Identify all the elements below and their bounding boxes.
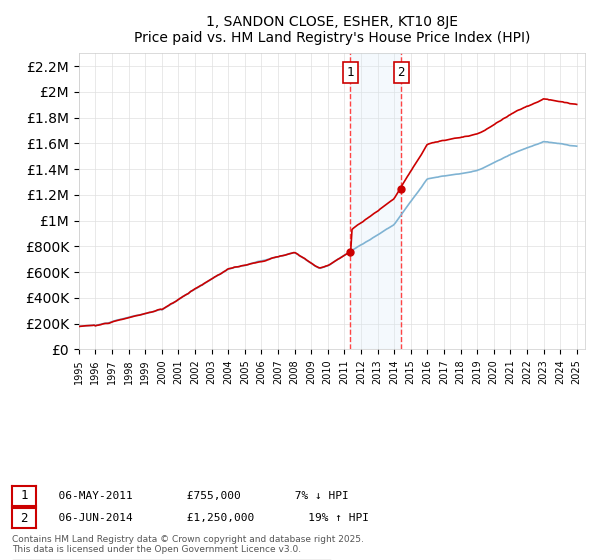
Text: 06-MAY-2011        £755,000        7% ↓ HPI: 06-MAY-2011 £755,000 7% ↓ HPI [45,491,349,501]
Text: 2: 2 [20,511,28,525]
Text: 2: 2 [397,66,405,79]
Title: 1, SANDON CLOSE, ESHER, KT10 8JE
Price paid vs. HM Land Registry's House Price I: 1, SANDON CLOSE, ESHER, KT10 8JE Price p… [134,15,530,45]
Bar [350,53,401,349]
Text: 06-JUN-2014        £1,250,000        19% ↑ HPI: 06-JUN-2014 £1,250,000 19% ↑ HPI [45,513,369,523]
Text: 1: 1 [20,489,28,502]
Text: Contains HM Land Registry data © Crown copyright and database right 2025.
This d: Contains HM Land Registry data © Crown c… [12,535,364,554]
Text: 1: 1 [346,66,354,79]
